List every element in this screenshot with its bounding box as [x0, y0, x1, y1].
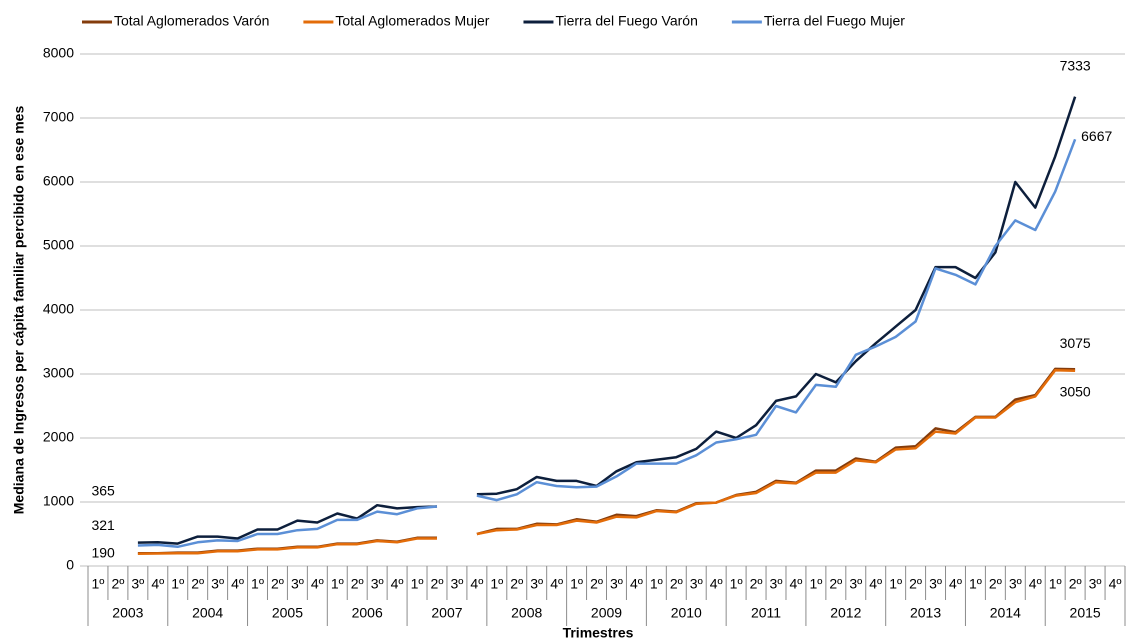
x-tick-label: 3º	[450, 576, 463, 592]
x-tick-label: 1º	[171, 576, 184, 592]
data-label: 3050	[1060, 384, 1091, 400]
x-tick-label: 4º	[470, 576, 483, 592]
series-line	[137, 96, 1077, 545]
x-tick-label: 4º	[710, 576, 723, 592]
x-tick-label: 2º	[989, 576, 1002, 592]
x-tick-label: 1º	[969, 576, 982, 592]
series-line	[137, 138, 1077, 549]
x-tick-label: 2º	[670, 576, 683, 592]
x-tick-label: 2º	[191, 576, 204, 592]
year-label: 2003	[112, 605, 143, 621]
x-tick-label: 1º	[570, 576, 583, 592]
x-tick-label: 1º	[331, 576, 344, 592]
x-tick-label: 2º	[909, 576, 922, 592]
x-tick-label: 4º	[550, 576, 563, 592]
x-tick-label: 3º	[131, 576, 144, 592]
x-axis-title: Trimestres	[563, 625, 634, 641]
x-tick-label: 3º	[211, 576, 224, 592]
year-label: 2015	[1070, 605, 1101, 621]
x-tick-label: 4º	[949, 576, 962, 592]
x-tick-label: 2º	[1069, 576, 1082, 592]
x-tick-label: 2º	[351, 576, 364, 592]
x-tick-label: 2º	[271, 576, 284, 592]
y-tick-label: 4000	[43, 301, 74, 317]
year-label: 2010	[671, 605, 702, 621]
year-label: 2013	[910, 605, 941, 621]
x-tick-label: 1º	[411, 576, 424, 592]
x-tick-label: 3º	[1089, 576, 1102, 592]
series-line	[137, 368, 1076, 556]
year-label: 2007	[431, 605, 462, 621]
x-tick-label: 4º	[1109, 576, 1122, 592]
x-tick-label: 2º	[590, 576, 603, 592]
x-tick-label: 4º	[151, 576, 164, 592]
x-tick-label: 3º	[849, 576, 862, 592]
x-tick-label: 1º	[650, 576, 663, 592]
x-tick-label: 4º	[311, 576, 324, 592]
data-label: 7333	[1060, 57, 1091, 73]
x-tick-label: 1º	[490, 576, 503, 592]
year-label: 2004	[192, 605, 223, 621]
x-tick-label: 2º	[750, 576, 763, 592]
x-tick-label: 1º	[730, 576, 743, 592]
x-tick-label: 1º	[92, 576, 105, 592]
series-line	[137, 367, 1076, 555]
x-tick-label: 3º	[770, 576, 783, 592]
y-tick-label: 0	[66, 557, 74, 573]
year-label: 2012	[830, 605, 861, 621]
y-tick-label: 3000	[43, 365, 74, 381]
x-tick-label: 4º	[391, 576, 404, 592]
x-tick-label: 4º	[630, 576, 643, 592]
year-label: 2005	[272, 605, 303, 621]
data-label: 190	[91, 545, 115, 561]
y-tick-label: 5000	[43, 237, 74, 253]
x-tick-label: 4º	[869, 576, 882, 592]
x-tick-label: 3º	[690, 576, 703, 592]
x-tick-label: 1º	[889, 576, 902, 592]
data-label: 365	[91, 482, 115, 498]
y-tick-label: 8000	[43, 45, 74, 61]
x-tick-label: 4º	[231, 576, 244, 592]
legend-label: Total Aglomerados Varón	[114, 13, 269, 29]
x-tick-label: 1º	[251, 576, 264, 592]
x-tick-label: 3º	[929, 576, 942, 592]
legend-label: Tierra del Fuego Varón	[555, 13, 697, 29]
x-tick-label: 3º	[1009, 576, 1022, 592]
x-tick-label: 2º	[111, 576, 124, 592]
y-tick-label: 1000	[43, 493, 74, 509]
x-tick-label: 3º	[371, 576, 384, 592]
legend-label: Total Aglomerados Mujer	[335, 13, 489, 29]
x-tick-label: 1º	[809, 576, 822, 592]
x-tick-label: 2º	[431, 576, 444, 592]
data-label: 321	[91, 517, 115, 533]
x-tick-label: 3º	[291, 576, 304, 592]
x-tick-label: 4º	[789, 576, 802, 592]
year-label: 2006	[352, 605, 383, 621]
y-axis-title: Mediana de Ingresos per cápita familiar …	[11, 106, 27, 515]
data-label: 3075	[1060, 335, 1091, 351]
x-tick-label: 3º	[530, 576, 543, 592]
x-tick-label: 1º	[1049, 576, 1062, 592]
year-label: 2014	[990, 605, 1021, 621]
y-tick-label: 7000	[43, 109, 74, 125]
legend-label: Tierra del Fuego Mujer	[764, 13, 905, 29]
x-tick-label: 2º	[829, 576, 842, 592]
y-tick-label: 6000	[43, 173, 74, 189]
y-tick-label: 2000	[43, 429, 74, 445]
x-tick-label: 3º	[610, 576, 623, 592]
x-tick-label: 4º	[1029, 576, 1042, 592]
data-label: 6667	[1081, 128, 1112, 144]
year-label: 2009	[591, 605, 622, 621]
year-label: 2008	[511, 605, 542, 621]
year-label: 2011	[751, 605, 781, 621]
x-tick-label: 2º	[510, 576, 523, 592]
